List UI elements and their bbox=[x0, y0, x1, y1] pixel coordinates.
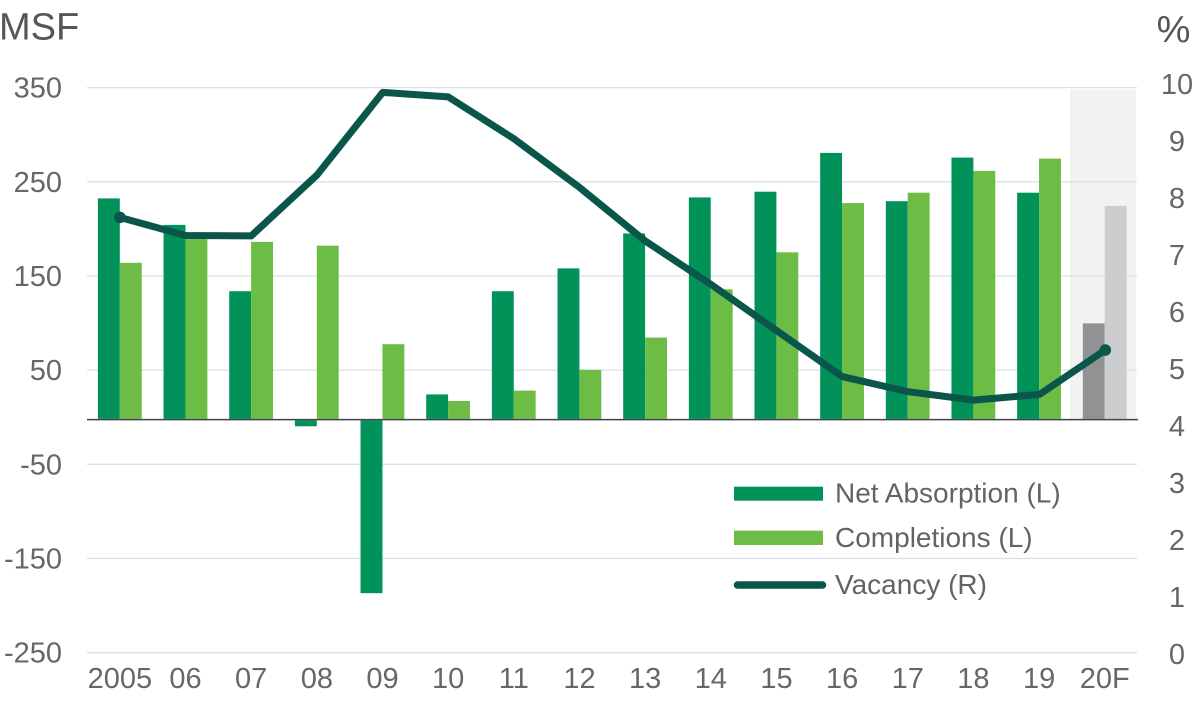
svg-text:2: 2 bbox=[1169, 525, 1185, 557]
svg-text:%: % bbox=[1157, 9, 1191, 51]
svg-text:7: 7 bbox=[1169, 240, 1185, 272]
svg-text:1: 1 bbox=[1169, 582, 1185, 614]
svg-text:17: 17 bbox=[892, 663, 924, 695]
svg-text:-50: -50 bbox=[20, 449, 62, 481]
svg-text:Completions (L): Completions (L) bbox=[835, 522, 1033, 553]
svg-text:10: 10 bbox=[432, 663, 464, 695]
svg-text:15: 15 bbox=[760, 663, 792, 695]
svg-text:Net Absorption (L): Net Absorption (L) bbox=[835, 478, 1061, 509]
svg-text:19: 19 bbox=[1023, 663, 1055, 695]
svg-text:16: 16 bbox=[826, 663, 858, 695]
svg-text:14: 14 bbox=[695, 663, 727, 695]
svg-text:08: 08 bbox=[301, 663, 333, 695]
svg-text:07: 07 bbox=[235, 663, 267, 695]
svg-text:MSF: MSF bbox=[0, 7, 79, 49]
svg-text:06: 06 bbox=[169, 663, 201, 695]
svg-text:10: 10 bbox=[1161, 69, 1193, 101]
svg-text:3: 3 bbox=[1169, 468, 1185, 500]
svg-text:13: 13 bbox=[629, 663, 661, 695]
svg-text:-250: -250 bbox=[4, 638, 62, 670]
svg-text:20F: 20F bbox=[1080, 663, 1130, 695]
svg-text:Vacancy (R): Vacancy (R) bbox=[835, 569, 987, 600]
svg-text:4: 4 bbox=[1169, 411, 1185, 443]
svg-text:09: 09 bbox=[366, 663, 398, 695]
svg-text:150: 150 bbox=[14, 261, 62, 293]
svg-text:5: 5 bbox=[1169, 354, 1185, 386]
svg-text:11: 11 bbox=[499, 663, 529, 695]
svg-text:250: 250 bbox=[14, 167, 62, 199]
svg-text:350: 350 bbox=[14, 73, 62, 105]
svg-text:-150: -150 bbox=[4, 544, 62, 576]
svg-text:9: 9 bbox=[1169, 126, 1185, 158]
svg-text:0: 0 bbox=[1169, 639, 1185, 671]
svg-text:2005: 2005 bbox=[88, 663, 153, 695]
svg-text:12: 12 bbox=[563, 663, 595, 695]
svg-text:8: 8 bbox=[1169, 183, 1185, 215]
svg-text:50: 50 bbox=[30, 355, 62, 387]
svg-text:6: 6 bbox=[1169, 297, 1185, 329]
svg-text:18: 18 bbox=[957, 663, 989, 695]
